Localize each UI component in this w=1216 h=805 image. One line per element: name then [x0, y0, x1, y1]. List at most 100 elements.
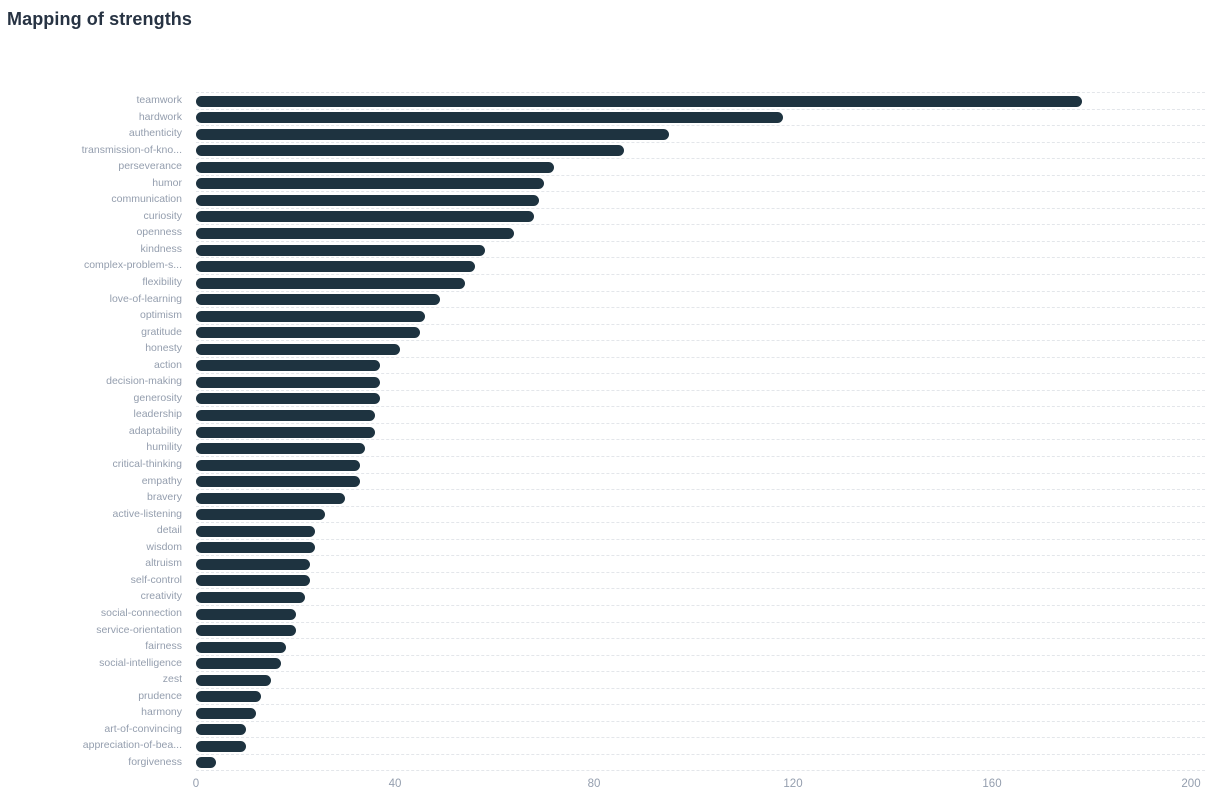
bar[interactable]: [196, 261, 475, 273]
category-label: social-connection: [100, 606, 182, 619]
bar-track: [196, 704, 1205, 721]
bar[interactable]: [196, 558, 311, 570]
bar[interactable]: [196, 194, 540, 206]
bar[interactable]: [196, 145, 624, 157]
table-row: action: [0, 356, 1205, 374]
table-row: art-of-convincing: [0, 720, 1205, 738]
category-label: wisdom: [146, 540, 182, 553]
bar[interactable]: [196, 674, 271, 686]
bar[interactable]: [196, 227, 515, 239]
bar[interactable]: [196, 277, 465, 289]
x-axis-tick-label: 200: [1181, 778, 1201, 791]
category-label: gratitude: [141, 325, 182, 338]
category-label: appreciation-of-bea...: [82, 739, 182, 752]
bar[interactable]: [196, 128, 669, 140]
bar-track: [196, 108, 1205, 126]
bar[interactable]: [196, 211, 535, 223]
category-label: detail: [156, 524, 182, 537]
table-row: bravery: [0, 489, 1205, 506]
bar-track: [196, 489, 1205, 506]
bar[interactable]: [196, 360, 381, 372]
x-axis-tick-label: 0: [192, 778, 200, 791]
category-label: optimism: [139, 309, 182, 322]
bar[interactable]: [196, 641, 286, 653]
bar[interactable]: [196, 112, 783, 124]
bar-track: [196, 373, 1205, 390]
bar[interactable]: [196, 476, 361, 488]
category-label: perseverance: [118, 160, 182, 173]
table-row: teamwork: [0, 92, 1205, 109]
bar-track: [196, 456, 1205, 473]
category-label: decision-making: [106, 375, 182, 388]
bar[interactable]: [196, 658, 281, 670]
bar-track: [196, 671, 1205, 688]
bar-track: [196, 406, 1205, 423]
bar[interactable]: [196, 443, 366, 455]
table-row: love-of-learning: [0, 290, 1205, 308]
bar[interactable]: [196, 525, 316, 537]
table-row: optimism: [0, 307, 1205, 324]
bar[interactable]: [196, 459, 361, 471]
category-label: art-of-convincing: [104, 722, 182, 735]
bar-track: [196, 158, 1205, 175]
bar[interactable]: [196, 161, 555, 173]
category-label: prudence: [138, 689, 182, 702]
bar[interactable]: [196, 608, 296, 620]
category-label: critical-thinking: [112, 458, 182, 471]
category-label: self-control: [130, 573, 182, 586]
table-row: perseverance: [0, 158, 1205, 175]
bar[interactable]: [196, 757, 216, 769]
bar[interactable]: [196, 178, 545, 190]
bar[interactable]: [196, 376, 381, 388]
category-label: generosity: [133, 391, 182, 404]
bar[interactable]: [196, 575, 311, 587]
table-row: detail: [0, 522, 1205, 539]
bar[interactable]: [196, 294, 440, 306]
table-row: transmission-of-kno...: [0, 141, 1205, 159]
table-row: critical-thinking: [0, 456, 1205, 473]
bar[interactable]: [196, 740, 246, 752]
bar[interactable]: [196, 343, 400, 355]
table-row: social-connection: [0, 604, 1205, 622]
bar[interactable]: [196, 509, 326, 521]
bar-track: [196, 92, 1205, 109]
category-label: bravery: [146, 491, 182, 504]
bar[interactable]: [196, 707, 256, 719]
bar-track: [196, 687, 1205, 705]
bar[interactable]: [196, 492, 346, 504]
table-row: self-control: [0, 571, 1205, 589]
category-label: forgiveness: [128, 755, 182, 768]
bar[interactable]: [196, 691, 261, 703]
bar[interactable]: [196, 542, 316, 554]
bar-track: [196, 571, 1205, 589]
table-row: authenticity: [0, 125, 1205, 142]
category-label: complex-problem-s...: [83, 259, 182, 272]
bar-track: [196, 340, 1205, 357]
table-row: forgiveness: [0, 753, 1205, 771]
table-row: leadership: [0, 406, 1205, 423]
bar[interactable]: [196, 310, 425, 322]
bar-track: [196, 224, 1205, 241]
bar[interactable]: [196, 724, 246, 736]
table-row: flexibility: [0, 274, 1205, 291]
bar-track: [196, 125, 1205, 142]
bar[interactable]: [196, 393, 381, 405]
table-row: gratitude: [0, 323, 1205, 341]
table-row: decision-making: [0, 373, 1205, 390]
bar[interactable]: [196, 426, 376, 438]
bar[interactable]: [196, 592, 306, 603]
category-label: honesty: [145, 342, 182, 355]
bar[interactable]: [196, 95, 1082, 107]
bar[interactable]: [196, 327, 420, 339]
table-row: appreciation-of-bea...: [0, 737, 1205, 754]
table-row: social-intelligence: [0, 654, 1205, 672]
bar-track: [196, 604, 1205, 622]
table-row: generosity: [0, 389, 1205, 407]
bar[interactable]: [196, 244, 485, 256]
bar[interactable]: [196, 625, 296, 637]
bar-track: [196, 356, 1205, 374]
category-label: flexibility: [142, 276, 182, 289]
bar-track: [196, 174, 1205, 192]
bar[interactable]: [196, 409, 376, 421]
bar-track: [196, 257, 1205, 274]
